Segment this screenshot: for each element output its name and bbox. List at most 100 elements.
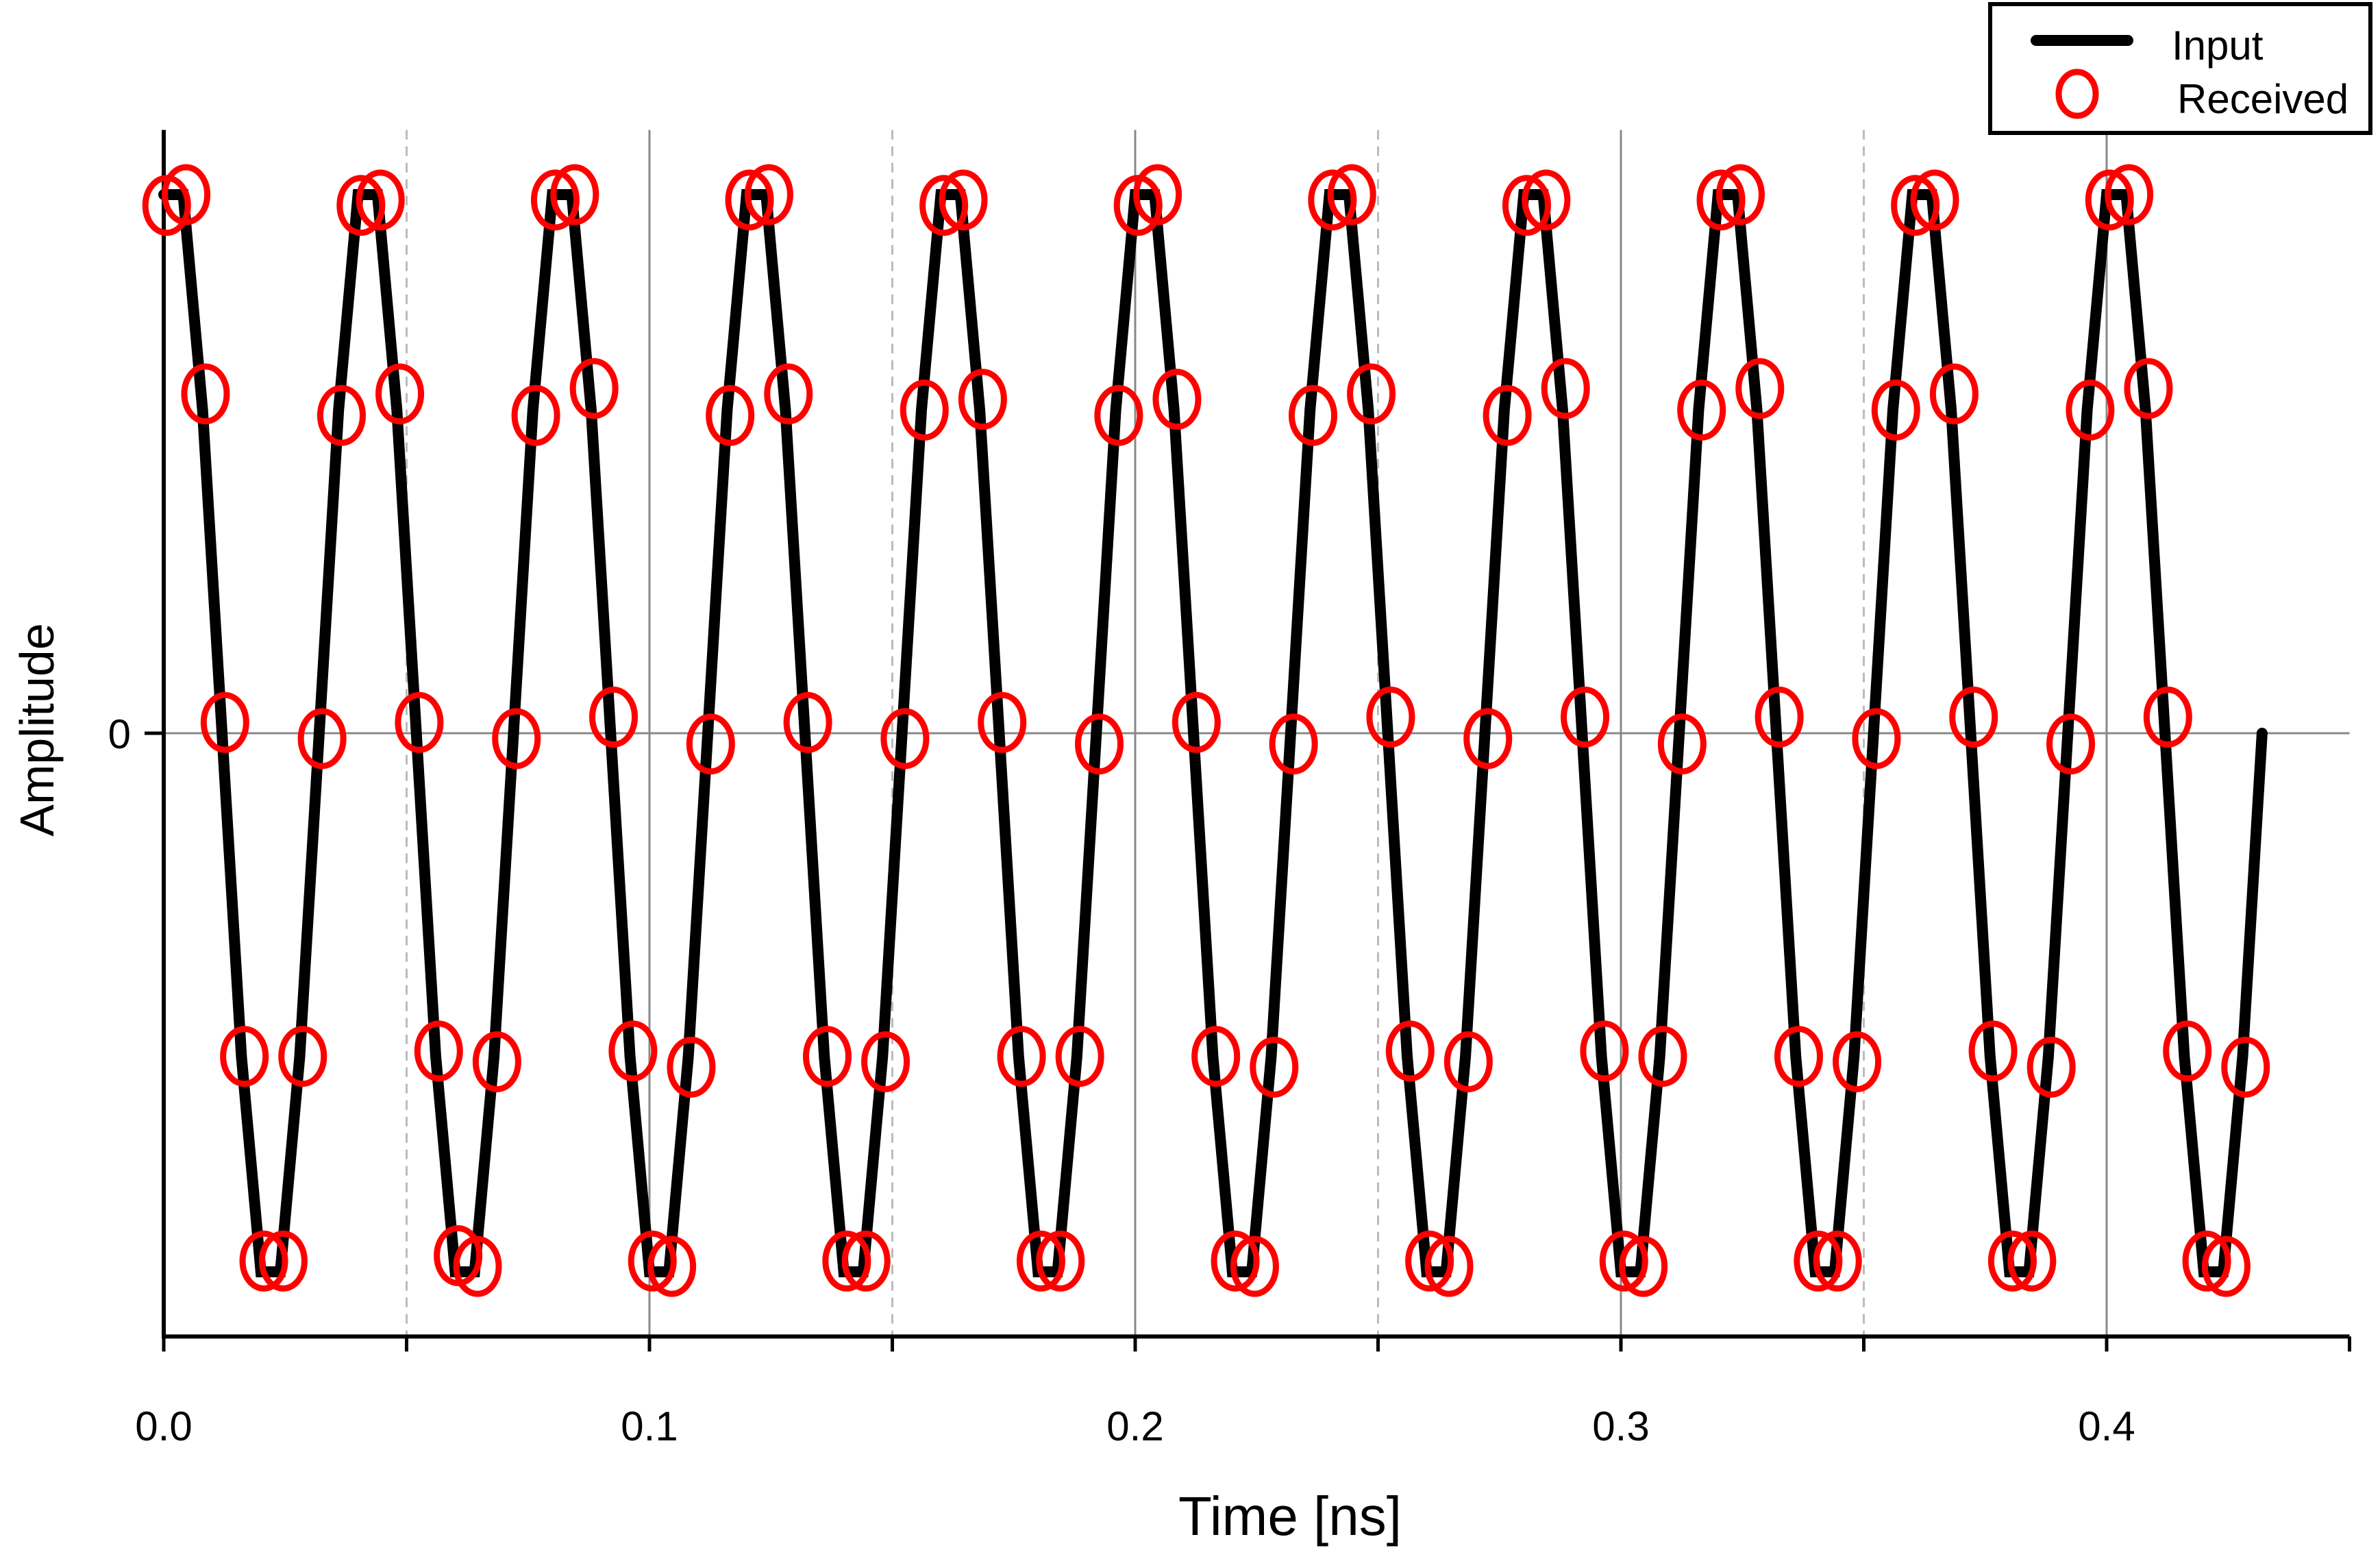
received-point [162, 164, 211, 225]
received-point [1987, 1230, 2037, 1292]
received-point [1929, 363, 1979, 425]
received-point [317, 384, 366, 446]
tick-labels: 0.0 0.1 0.2 0.3 0.4 0 [108, 711, 2135, 1449]
received-point [1288, 384, 1337, 446]
received-point [1366, 686, 1415, 748]
received-point [1561, 686, 1610, 748]
received-point [1327, 164, 1376, 225]
x-axis-label: Time [ns] [1178, 1486, 1402, 1547]
axes [145, 130, 2351, 1352]
legend-input-label: Input [2172, 23, 2264, 69]
received-point [2066, 379, 2115, 441]
received-point [2007, 1230, 2057, 1292]
received-point [686, 713, 735, 775]
received-point [2105, 164, 2154, 225]
received-point [569, 358, 619, 419]
received-point [1424, 1236, 1474, 1297]
received-point [1949, 686, 1998, 748]
received-point [628, 1230, 677, 1292]
received-point [1755, 686, 1804, 748]
received-point [1463, 708, 1513, 770]
received-point [744, 164, 793, 225]
received-point [297, 708, 347, 770]
received-point [2182, 1230, 2231, 1292]
received-point [1094, 384, 1143, 446]
received-point [1036, 1230, 1085, 1292]
received-point [706, 384, 755, 446]
received-point [1347, 363, 1396, 425]
legend-box [1988, 2, 2372, 135]
received-point [1055, 1026, 1104, 1087]
received-point [2143, 686, 2192, 748]
received-point [1385, 1020, 1435, 1082]
received-point [880, 708, 930, 770]
received-point [2163, 1020, 2212, 1082]
received-point [1910, 169, 1959, 231]
received-point [200, 691, 249, 753]
received-point [1211, 1230, 1260, 1292]
received-point [1308, 169, 1357, 231]
received-point [1774, 1026, 1823, 1087]
received-point [1405, 1230, 1454, 1292]
received-point [997, 1026, 1046, 1087]
received-point [1891, 175, 1940, 236]
received-point [2201, 1236, 2251, 1297]
received-point [220, 1026, 269, 1087]
received-point [1852, 708, 1901, 770]
received-point [1483, 384, 1532, 446]
received-point [1833, 1031, 1882, 1092]
received-point [1657, 713, 1707, 775]
received-point [1968, 1020, 2018, 1082]
received-point [1541, 358, 1590, 419]
received-point [1580, 1020, 1629, 1082]
legend: Input Received [1988, 2, 2372, 135]
received-point [2026, 1036, 2076, 1098]
received-point [1230, 1236, 1279, 1297]
received-point [278, 1026, 327, 1087]
received-point [2221, 1036, 2270, 1098]
received-point [1599, 1230, 1648, 1292]
received-point [608, 1020, 658, 1082]
received-point [1152, 369, 1202, 430]
received-point [783, 691, 832, 753]
received-point [336, 175, 386, 236]
received-point [1502, 175, 1551, 236]
received-point [258, 1230, 308, 1292]
received-point [1677, 379, 1726, 441]
received-point [1696, 169, 1746, 231]
received-point [978, 691, 1027, 753]
received-point [589, 686, 639, 748]
received-point [822, 1230, 871, 1292]
received-point [1443, 1031, 1493, 1092]
x-tick-label: 0.4 [2078, 1403, 2135, 1449]
received-point [1172, 691, 1221, 753]
received-point [939, 169, 988, 231]
y-tick-label: 0 [108, 711, 131, 757]
grid [164, 130, 2350, 1337]
received-point [1735, 358, 1785, 419]
received-point [1075, 713, 1124, 775]
x-tick-label: 0.1 [621, 1403, 678, 1449]
received-point [900, 379, 949, 441]
received-point [1191, 1026, 1241, 1087]
x-tick-label: 0.3 [1592, 1403, 1649, 1449]
legend-received-label: Received [2177, 76, 2348, 122]
received-point [530, 169, 580, 231]
received-point [239, 1230, 288, 1292]
received-point [764, 363, 813, 425]
x-tick-label: 0.0 [135, 1403, 192, 1449]
received-point [1871, 379, 1920, 441]
received-point [550, 164, 599, 225]
received-point [1522, 169, 1571, 231]
legend-received-marker [2055, 69, 2099, 119]
received-point [511, 384, 560, 446]
y-axis-label: Amplitude [10, 623, 64, 836]
received-point [356, 169, 405, 231]
received-point [647, 1236, 697, 1297]
received-point [414, 1020, 463, 1082]
received-point [958, 369, 1007, 430]
received-point [861, 1031, 910, 1092]
x-tick-label: 0.2 [1106, 1403, 1163, 1449]
received-point [1250, 1036, 1299, 1098]
received-point [919, 175, 969, 236]
